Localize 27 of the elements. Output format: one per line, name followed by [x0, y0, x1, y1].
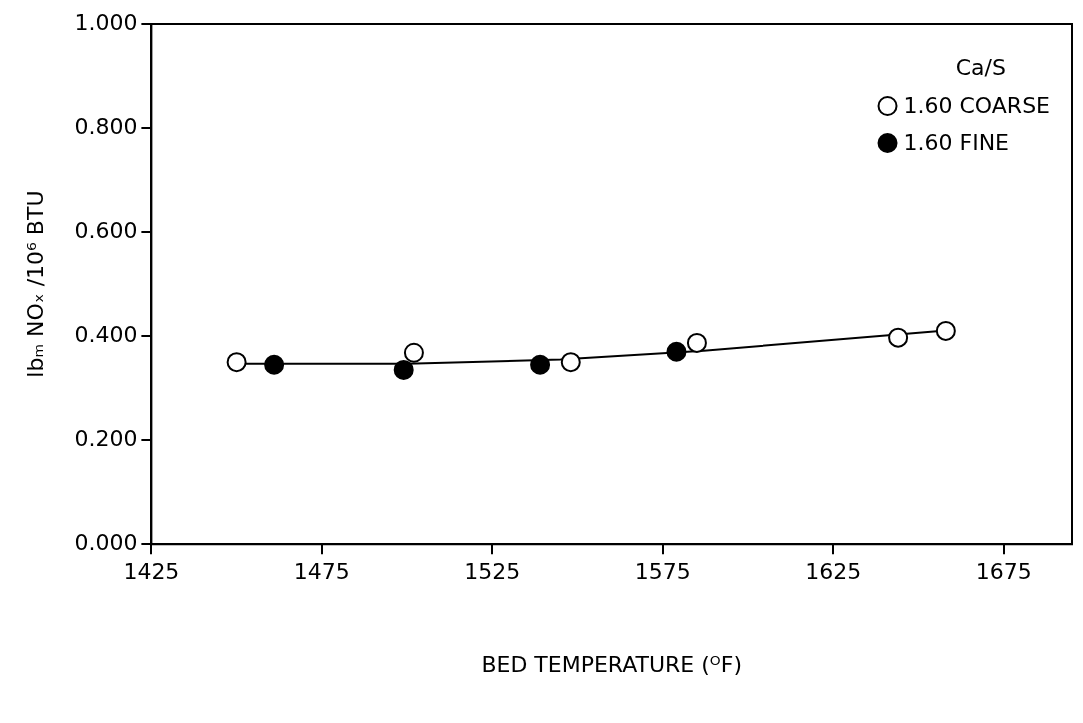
point	[666, 341, 687, 362]
x-axis-title: BED TEMPERATURE (ᴼF)	[481, 651, 742, 677]
point	[935, 320, 956, 341]
point	[264, 354, 285, 375]
point	[560, 352, 581, 373]
y-tick-label: 0.600	[74, 217, 138, 243]
point	[686, 332, 707, 353]
point	[888, 327, 909, 348]
point	[226, 352, 247, 373]
x-tick-label: 1625	[805, 559, 862, 585]
legend-title: Ca/S	[955, 54, 1006, 80]
y-tick-label: 0.800	[74, 113, 138, 139]
x-tick-label: 1675	[975, 559, 1032, 585]
y-tick-label: 0.200	[74, 425, 138, 451]
y-tick-label: 0.400	[74, 321, 138, 347]
legend-label: 1.60 FINE	[903, 129, 1010, 155]
point	[530, 354, 551, 375]
x-tick-label: 1425	[123, 559, 180, 585]
y-tick-label: 1.000	[74, 9, 138, 35]
y-axis-title: lbₘ NOₓ /10⁶ BTU	[22, 190, 48, 378]
x-tick-label: 1475	[293, 559, 350, 585]
point	[393, 359, 414, 380]
point	[403, 342, 424, 363]
legend-label: 1.60 COARSE	[903, 92, 1051, 118]
x-tick-label: 1525	[464, 559, 521, 585]
x-tick-label: 1575	[634, 559, 691, 585]
y-tick-label: 0.000	[74, 529, 138, 555]
